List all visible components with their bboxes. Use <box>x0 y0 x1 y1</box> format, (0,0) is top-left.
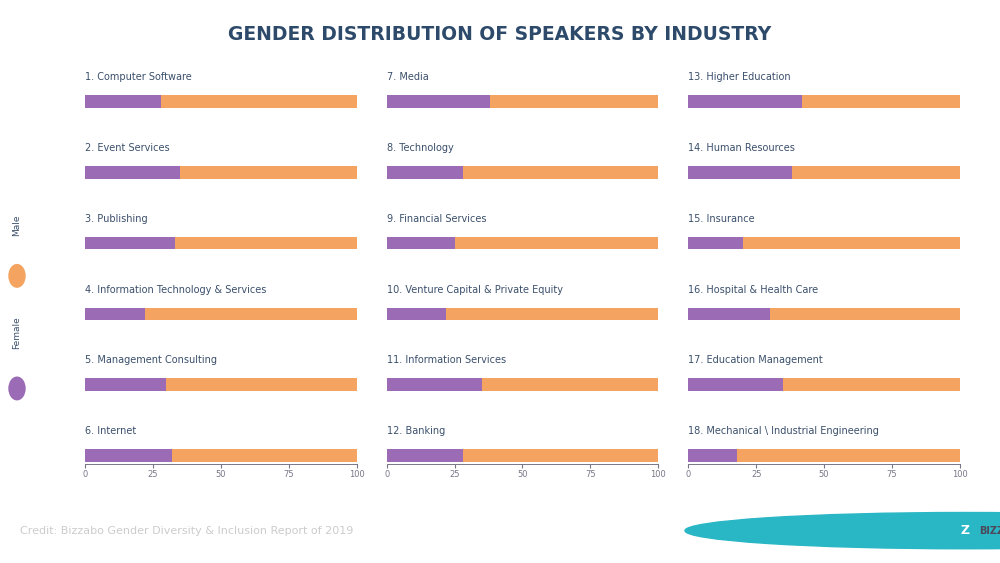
Bar <box>85 378 166 391</box>
Text: 12. Banking: 12. Banking <box>387 426 445 436</box>
Bar <box>688 236 743 249</box>
Text: 1. Computer Software: 1. Computer Software <box>85 72 192 82</box>
Bar <box>446 307 658 320</box>
Text: BIZZABO: BIZZABO <box>979 526 1000 535</box>
Text: 4. Information Technology & Services: 4. Information Technology & Services <box>85 284 266 294</box>
Bar <box>85 236 175 249</box>
Bar <box>455 236 658 249</box>
Bar <box>802 95 960 108</box>
Bar <box>783 378 960 391</box>
Bar <box>175 236 357 249</box>
Bar <box>688 307 770 320</box>
Bar <box>387 449 463 462</box>
Text: 11. Information Services: 11. Information Services <box>387 355 506 365</box>
Bar <box>172 449 357 462</box>
Text: 15. Insurance: 15. Insurance <box>688 214 755 224</box>
Bar <box>85 95 161 108</box>
Bar <box>770 307 960 320</box>
Text: 14. Human Resources: 14. Human Resources <box>688 143 795 153</box>
Circle shape <box>685 512 1000 549</box>
Bar <box>688 378 783 391</box>
Text: Female: Female <box>12 316 22 349</box>
Bar <box>463 449 658 462</box>
Text: Z: Z <box>960 524 970 537</box>
Text: Male: Male <box>12 215 22 236</box>
Text: 6. Internet: 6. Internet <box>85 426 136 436</box>
Bar <box>737 449 960 462</box>
Bar <box>688 95 802 108</box>
Bar <box>463 166 658 178</box>
Text: 2. Event Services: 2. Event Services <box>85 143 170 153</box>
Text: 5. Management Consulting: 5. Management Consulting <box>85 355 217 365</box>
Bar <box>387 236 455 249</box>
Bar <box>490 95 658 108</box>
Bar <box>743 236 960 249</box>
Text: 7. Media: 7. Media <box>387 72 428 82</box>
Text: 3. Publishing: 3. Publishing <box>85 214 148 224</box>
Bar <box>145 307 357 320</box>
Bar <box>688 166 792 178</box>
Text: 18. Mechanical \ Industrial Engineering: 18. Mechanical \ Industrial Engineering <box>688 426 879 436</box>
Bar <box>387 95 490 108</box>
Text: 17. Education Management: 17. Education Management <box>688 355 823 365</box>
Text: 10. Venture Capital & Private Equity: 10. Venture Capital & Private Equity <box>387 284 563 294</box>
Bar <box>161 95 357 108</box>
Text: Credit: Bizzabo Gender Diversity & Inclusion Report of 2019: Credit: Bizzabo Gender Diversity & Inclu… <box>20 526 353 535</box>
Text: 13. Higher Education: 13. Higher Education <box>688 72 791 82</box>
Text: 16. Hospital & Health Care: 16. Hospital & Health Care <box>688 284 818 294</box>
Bar <box>85 449 172 462</box>
Text: GENDER DISTRIBUTION OF SPEAKERS BY INDUSTRY: GENDER DISTRIBUTION OF SPEAKERS BY INDUS… <box>228 25 772 44</box>
Bar <box>688 449 737 462</box>
Bar <box>387 307 446 320</box>
Bar <box>482 378 658 391</box>
Bar <box>166 378 357 391</box>
Bar <box>85 166 180 178</box>
Bar <box>792 166 960 178</box>
Bar <box>85 307 145 320</box>
Bar <box>387 378 482 391</box>
Bar <box>180 166 357 178</box>
Text: 9. Financial Services: 9. Financial Services <box>387 214 486 224</box>
Text: 8. Technology: 8. Technology <box>387 143 453 153</box>
Bar <box>387 166 463 178</box>
